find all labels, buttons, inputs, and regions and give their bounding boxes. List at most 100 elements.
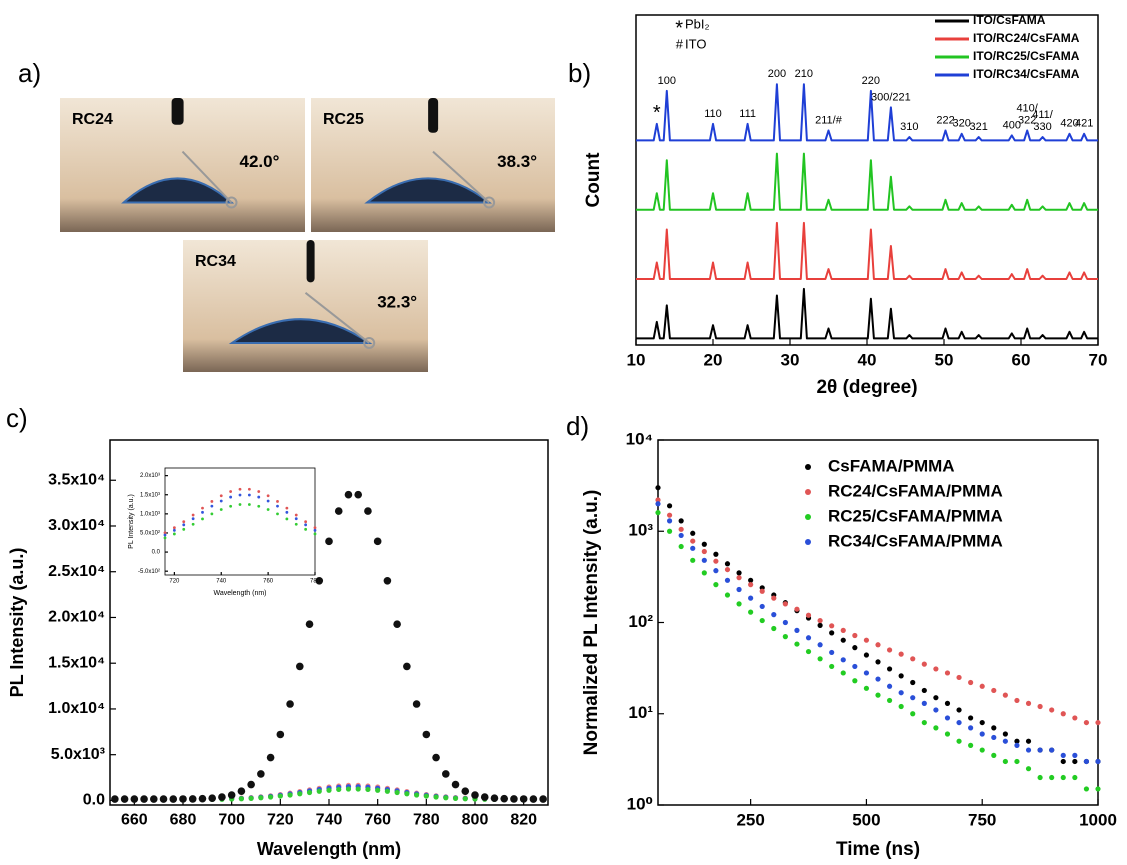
- data-point: [191, 517, 195, 521]
- data-point: [365, 786, 371, 793]
- data-point: [701, 570, 707, 576]
- data-point: [188, 795, 197, 803]
- data-point: [771, 595, 777, 601]
- angle-marker: [363, 336, 376, 349]
- x-tick-label: 40: [858, 351, 877, 370]
- peak-label: 322: [1018, 114, 1036, 126]
- data-point: [414, 792, 420, 798]
- data-point: [1095, 786, 1101, 792]
- data-point: [968, 679, 974, 686]
- data-point: [364, 507, 372, 515]
- data-point: [840, 670, 846, 676]
- x-tick-label: 680: [170, 811, 197, 828]
- x-tick-label: 60: [1012, 351, 1031, 370]
- data-point: [218, 793, 226, 801]
- data-point: [529, 795, 538, 803]
- peak-label: 211/#: [815, 114, 843, 126]
- y-tick-label: 2.5x10⁴: [48, 563, 105, 580]
- x-axis-label: Time (ns): [836, 839, 920, 860]
- data-point: [490, 794, 499, 802]
- data-point: [1049, 707, 1055, 713]
- data-point: [782, 634, 788, 640]
- data-point: [840, 657, 846, 663]
- y-tick-label: 5.0x10³: [51, 746, 105, 763]
- data-point: [313, 528, 317, 532]
- data-point: [1095, 719, 1101, 726]
- data-point: [655, 485, 661, 491]
- data-point: [294, 517, 298, 521]
- data-point: [1002, 738, 1008, 744]
- y-axis-label: PL Intensity (a.u.): [7, 548, 27, 698]
- panel-label: d): [566, 411, 589, 441]
- data-point: [111, 795, 119, 803]
- data-point: [666, 518, 673, 524]
- data-point: [863, 685, 870, 691]
- x-tick-label: 660: [121, 811, 148, 828]
- x-axis-label: 2θ (degree): [816, 377, 917, 398]
- data-point: [898, 673, 904, 679]
- data-point: [423, 793, 429, 799]
- data-point: [1072, 715, 1078, 721]
- data-point: [863, 670, 870, 676]
- data-point: [326, 787, 332, 793]
- data-point: [748, 609, 754, 615]
- data-point: [325, 537, 333, 546]
- data-point: [829, 649, 835, 656]
- data-point: [875, 659, 881, 665]
- data-point: [759, 603, 765, 610]
- data-point: [748, 577, 754, 583]
- peak-label: 210: [795, 68, 813, 80]
- data-point: [210, 504, 214, 508]
- x-tick-label: 740: [216, 578, 227, 584]
- data-point: [305, 620, 314, 628]
- legend-swatch: [805, 489, 811, 495]
- data-point: [759, 617, 765, 624]
- data-point: [829, 630, 835, 636]
- x-tick-label: 780: [413, 811, 440, 828]
- data-point: [701, 548, 707, 555]
- data-point: [1014, 742, 1020, 748]
- data-point: [179, 795, 187, 803]
- x-tick-label: 780: [310, 578, 321, 584]
- data-point: [678, 518, 684, 524]
- data-point: [1060, 758, 1066, 765]
- peak-label: 100: [658, 75, 676, 87]
- data-point: [782, 619, 788, 626]
- data-point: [886, 697, 893, 704]
- data-point: [201, 506, 204, 510]
- peak-label: 110: [704, 108, 722, 120]
- data-point: [817, 656, 823, 662]
- x-tick-label: 250: [736, 811, 764, 830]
- data-point: [1049, 747, 1055, 753]
- data-point: [257, 770, 265, 778]
- data-point: [227, 791, 236, 799]
- data-point: [433, 794, 439, 800]
- x-tick-label: 760: [364, 811, 391, 828]
- data-point: [163, 533, 167, 537]
- data-point: [875, 642, 881, 648]
- data-point: [163, 536, 167, 540]
- panel-label: b): [568, 58, 591, 88]
- data-point: [921, 700, 927, 706]
- data-point: [724, 566, 731, 573]
- data-point: [991, 687, 997, 694]
- x-tick-label: 760: [263, 578, 274, 584]
- marker-text: ITO: [685, 36, 706, 51]
- data-point: [1037, 747, 1043, 753]
- data-point: [666, 512, 673, 518]
- legend-swatch: [805, 514, 811, 520]
- x-axis-label: Wavelength (nm): [213, 590, 266, 597]
- data-point: [875, 692, 881, 698]
- x-tick-label: 10: [627, 351, 646, 370]
- data-point: [1060, 774, 1066, 781]
- data-point: [412, 700, 421, 708]
- data-point: [1072, 752, 1078, 758]
- data-point: [268, 794, 274, 800]
- legend-label: ITO/RC34/CsFAMA: [973, 67, 1080, 81]
- data-point: [956, 719, 962, 726]
- data-point: [956, 674, 962, 681]
- data-point: [979, 731, 985, 737]
- data-point: [257, 504, 261, 508]
- data-point: [875, 676, 881, 682]
- data-point: [276, 512, 279, 516]
